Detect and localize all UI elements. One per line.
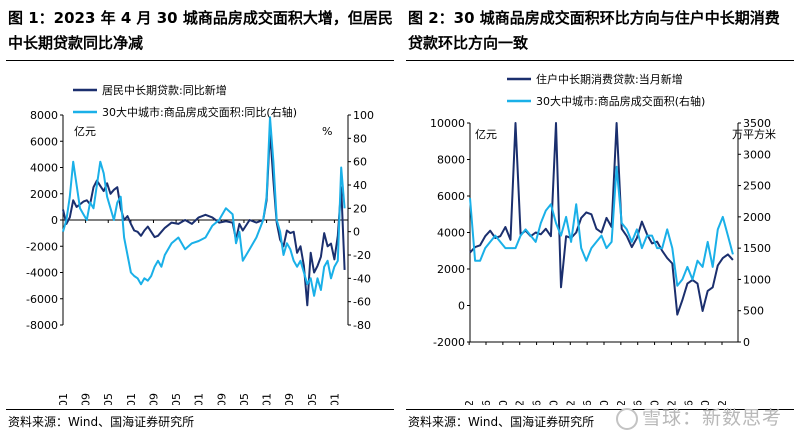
- right-unit-label: %: [322, 125, 332, 138]
- y-tick-label-left: 8000: [437, 154, 465, 167]
- right-unit-label: 万平方米: [732, 127, 776, 141]
- y-tick-label-left: 2000: [30, 188, 58, 201]
- series-line-dark: [62, 129, 346, 307]
- x-tick-label: 2019-02: [514, 400, 527, 405]
- legend-label: 30大中城市:商品房成交面积:同比(右轴): [102, 105, 297, 119]
- x-tick-label: 2021-09: [283, 393, 296, 405]
- x-tick-label: 2023-02: [716, 400, 729, 405]
- series-line-light: [469, 165, 734, 287]
- y-tick-label-right: 2000: [743, 211, 771, 224]
- x-tick-label: 2023-01: [328, 393, 341, 405]
- y-tick-label-left: -8000: [26, 319, 58, 332]
- snowball-logo-icon: [615, 407, 638, 430]
- y-tick-label-right: 3000: [743, 148, 771, 161]
- y-tick-label-left: -6000: [26, 293, 58, 306]
- x-tick-label: 2019-01: [193, 393, 206, 405]
- y-tick-label-right: -20: [353, 249, 371, 262]
- y-tick-label-right: 0: [353, 226, 360, 239]
- y-tick-label-right: 1500: [743, 242, 771, 255]
- watermark: 雪球：新数思考: [615, 403, 782, 430]
- y-tick-label-left: -2000: [433, 336, 465, 349]
- x-tick-label: 2019-10: [547, 400, 560, 405]
- y-tick-label-right: 100: [353, 109, 374, 122]
- y-tick-label-left: 2000: [437, 263, 465, 276]
- x-tick-label: 2020-02: [564, 400, 577, 405]
- y-tick-label-left: 6000: [30, 135, 58, 148]
- y-tick-label-right: 500: [743, 305, 764, 318]
- chart-2: 1000080006000400020000-20003500300025002…: [430, 72, 776, 405]
- x-tick-label: 2022-02: [665, 400, 678, 405]
- x-tick-label: 2020-10: [598, 400, 611, 405]
- y-tick-label-left: -4000: [26, 267, 58, 280]
- x-tick-label: 2020-06: [581, 400, 594, 405]
- x-tick-label: 2020-05: [238, 393, 251, 405]
- x-tick-label: 2015-09: [80, 393, 93, 405]
- panel-1: 图 1：2023 年 4 月 30 城商品房成交面积大增，但居民中长期贷款同比净…: [6, 9, 394, 429]
- y-tick-label-left: 10000: [430, 117, 465, 130]
- divider: [6, 60, 394, 61]
- x-tick-label: 2022-10: [699, 400, 712, 405]
- y-tick-label-left: 4000: [30, 162, 58, 175]
- y-tick-label-right: 0: [743, 336, 750, 349]
- legend-label: 居民中长期贷款:同比新增: [102, 83, 227, 97]
- watermark-text: 雪球：新数思考: [641, 407, 782, 429]
- y-tick-label-right: -80: [353, 319, 371, 332]
- y-tick-label-right: 80: [353, 132, 367, 145]
- x-tick-label: 2015-01: [57, 393, 70, 405]
- x-tick-label: 2021-06: [632, 400, 645, 405]
- x-tick-label: 2019-06: [531, 400, 544, 405]
- source-note: 资料来源：Wind、国海证券研究所: [408, 415, 595, 429]
- series-line-light: [62, 116, 346, 297]
- y-tick-label-right: -60: [353, 296, 371, 309]
- y-tick-label-left: 8000: [30, 109, 58, 122]
- x-tick-label: 2018-05: [170, 393, 183, 405]
- x-tick-label: 2018-02: [463, 400, 476, 405]
- x-tick-label: 2018-10: [497, 400, 510, 405]
- y-tick-label-right: 60: [353, 156, 367, 169]
- divider: [6, 409, 394, 410]
- panel-2: 图 2：30 城商品房成交面积环比方向与住户中长期消费贷款环比方向一致 1000…: [400, 0, 800, 439]
- x-tick-label: 2017-01: [125, 393, 138, 405]
- source-note: 资料来源：Wind、国海证券研究所: [8, 415, 195, 429]
- panel-title: 图 1：2023 年 4 月 30 城商品房成交面积大增，但居民中长期贷款同比净…: [8, 9, 393, 52]
- x-tick-label: 2021-01: [261, 393, 274, 405]
- y-tick-label-right: -40: [353, 272, 371, 285]
- x-tick-label: 2022-05: [306, 393, 319, 405]
- y-tick-label-left: 0: [51, 214, 58, 227]
- x-tick-label: 2018-06: [480, 400, 493, 405]
- left-unit-label: 亿元: [74, 125, 96, 138]
- y-tick-label-right: 2500: [743, 180, 771, 193]
- y-tick-label-left: -2000: [26, 240, 58, 253]
- legend-label: 30大中城市:商品房成交面积(右轴): [536, 94, 705, 108]
- y-tick-label-left: 4000: [437, 227, 465, 240]
- legend-label: 住户中长期消费贷款:当月新增: [536, 72, 683, 86]
- y-tick-label-right: 3500: [743, 117, 771, 130]
- x-tick-label: 2016-05: [102, 393, 115, 405]
- x-tick-label: 2017-09: [147, 393, 160, 405]
- y-tick-label-left: 6000: [437, 190, 465, 203]
- x-tick-label: 2019-09: [215, 393, 228, 405]
- y-tick-label-right: 20: [353, 202, 367, 215]
- divider: [406, 60, 794, 61]
- left-unit-label: 亿元: [475, 128, 497, 141]
- y-tick-label-left: 0: [458, 300, 465, 313]
- x-tick-label: 2021-02: [615, 400, 628, 405]
- x-tick-label: 2022-06: [682, 400, 695, 405]
- y-tick-label-right: 1000: [743, 273, 771, 286]
- chart-1: 8000 6000 4000 2000 0 -2000 -4000 -6000 -8000 100…: [26, 83, 374, 405]
- series-line-dark: [469, 122, 734, 316]
- y-tick-label-right: 40: [353, 179, 367, 192]
- divider: [406, 409, 794, 410]
- x-tick-label: 2021-10: [649, 400, 662, 405]
- panel-title: 图 2：30 城商品房成交面积环比方向与住户中长期消费贷款环比方向一致: [408, 9, 780, 52]
